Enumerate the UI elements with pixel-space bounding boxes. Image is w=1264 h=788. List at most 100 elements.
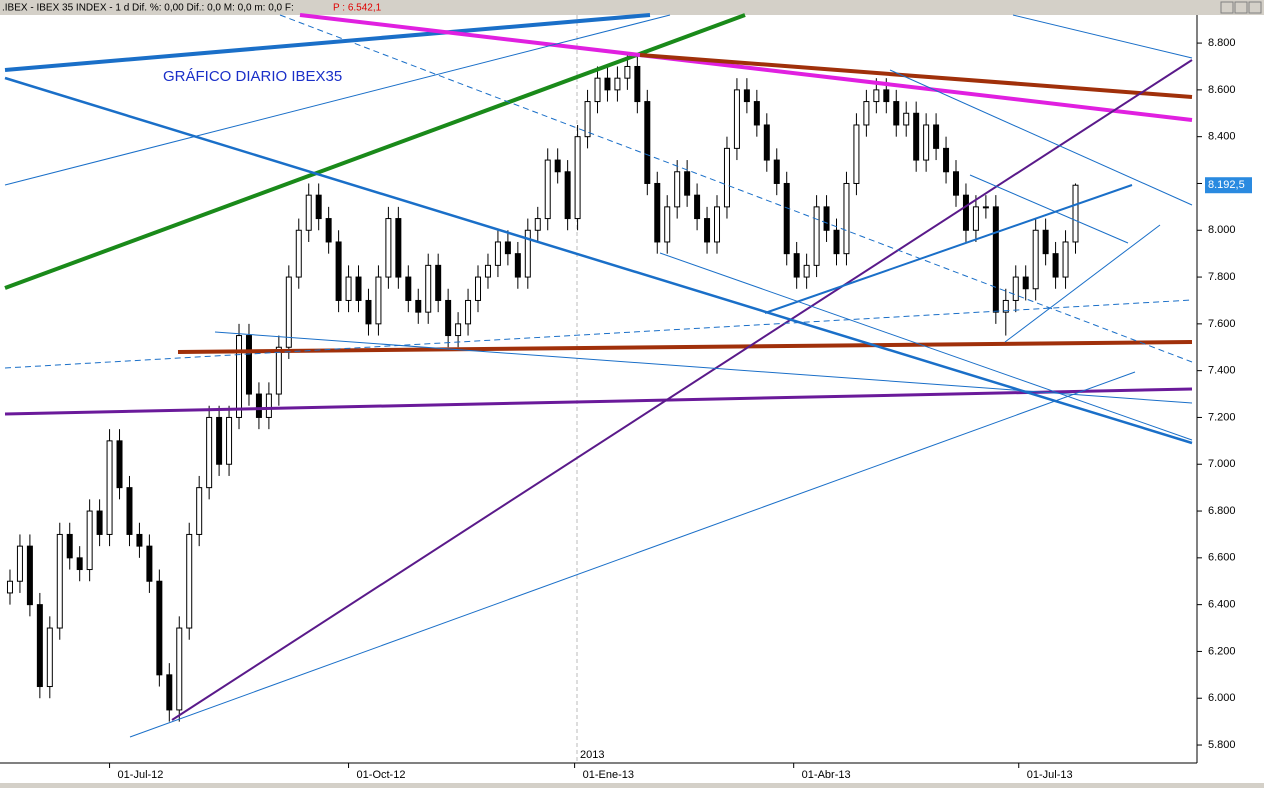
- y-tick-label: 8.800: [1208, 37, 1236, 49]
- minimize-button[interactable]: [1220, 1, 1234, 14]
- candle-body: [953, 171, 960, 196]
- candle-body: [136, 533, 143, 547]
- candle-body: [1062, 241, 1069, 278]
- candle-body: [56, 533, 63, 629]
- candle-body: [594, 77, 601, 103]
- y-tick-label: 6.800: [1208, 505, 1236, 517]
- title-bar: [0, 0, 1264, 15]
- candle-body: [494, 241, 501, 266]
- trend-line: [129, 371, 1136, 738]
- candle-body: [723, 147, 730, 208]
- candle-body: [893, 101, 900, 126]
- candle-body: [843, 182, 850, 255]
- x-tick-label: 01-Jul-12: [118, 769, 164, 781]
- y-tick-label: 8.000: [1208, 224, 1236, 236]
- header-price: P : 6.542,1: [333, 3, 382, 14]
- x-tick-label: 01-Abr-13: [802, 769, 851, 781]
- x-tick-label: 01-Ene-13: [583, 769, 634, 781]
- candle-body: [903, 112, 910, 126]
- y-tick-label: 5.800: [1208, 739, 1236, 751]
- candle-body: [166, 674, 173, 711]
- candle-body: [833, 229, 840, 255]
- x-tick-label: 01-Jul-13: [1027, 769, 1073, 781]
- candle-body: [86, 510, 93, 571]
- y-tick-label: 7.200: [1208, 411, 1236, 423]
- close-button[interactable]: [1248, 1, 1262, 14]
- maximize-button[interactable]: [1234, 1, 1248, 14]
- candle-body: [873, 89, 880, 103]
- y-tick-label: 7.800: [1208, 271, 1236, 283]
- trend-line: [4, 76, 1193, 445]
- candle-body: [116, 440, 123, 489]
- candle-body: [554, 159, 561, 173]
- candle-body: [1052, 253, 1059, 278]
- trend-line: [969, 174, 1129, 244]
- candle-body: [255, 393, 262, 418]
- candle-body: [654, 182, 661, 243]
- candle-body: [345, 276, 352, 301]
- candle-body: [913, 112, 920, 161]
- trend-line: [1004, 224, 1161, 343]
- candle-body: [674, 171, 681, 208]
- trend-line: [659, 252, 1193, 441]
- candle-body: [76, 557, 83, 571]
- y-tick-label: 7.400: [1208, 365, 1236, 377]
- candle-body: [26, 545, 33, 606]
- window-buttons: [1220, 1, 1262, 14]
- candle-body: [803, 264, 810, 278]
- candle-body: [644, 101, 651, 184]
- candle-body: [504, 241, 511, 255]
- last-price-box: [1205, 177, 1252, 194]
- candle-body: [783, 182, 790, 255]
- candle-body: [226, 416, 233, 465]
- trend-line: [1012, 14, 1193, 59]
- candle-body: [883, 89, 890, 103]
- candle-body: [604, 77, 611, 91]
- y-tick-label: 8.600: [1208, 84, 1236, 96]
- trend-lines: [4, 13, 1193, 738]
- chart-title: GRÁFICO DIARIO IBEX35: [163, 68, 342, 85]
- trend-line: [764, 184, 1133, 314]
- candle-body: [96, 510, 103, 535]
- candle-body: [793, 253, 800, 278]
- candle-body: [773, 159, 780, 184]
- candle-body: [972, 206, 979, 231]
- candle-body: [634, 65, 641, 103]
- trend-line: [171, 59, 1193, 721]
- candle-body: [694, 194, 701, 220]
- candle-body: [1012, 276, 1019, 301]
- candle-body: [823, 206, 830, 231]
- candle-body: [46, 627, 53, 688]
- trend-line: [889, 69, 1193, 206]
- candle-body: [16, 545, 23, 582]
- candle-body: [455, 323, 462, 337]
- candle-body: [415, 299, 422, 313]
- candle-body: [275, 346, 282, 395]
- candle-body: [923, 124, 930, 161]
- candle-body: [305, 194, 312, 231]
- candle-body: [733, 89, 740, 149]
- candle-body: [534, 218, 541, 231]
- candle-body: [544, 159, 551, 220]
- candle-body: [1002, 299, 1009, 313]
- candle-body: [743, 89, 750, 103]
- y-tick-label: 6.400: [1208, 599, 1236, 611]
- candle-body: [395, 218, 402, 278]
- candle-body: [813, 206, 820, 266]
- candle-body: [355, 276, 362, 301]
- year-label: 2013: [580, 749, 604, 761]
- candle-body: [614, 77, 621, 91]
- candle-body: [405, 276, 412, 301]
- candle-body: [624, 65, 631, 79]
- candle-body: [236, 335, 243, 418]
- candle-body: [335, 241, 342, 301]
- candle-body: [574, 136, 581, 220]
- y-tick-label: 6.600: [1208, 552, 1236, 564]
- trend-line: [4, 13, 651, 72]
- candle-body: [365, 299, 372, 325]
- candle-body: [962, 194, 969, 231]
- candle-body: [524, 229, 531, 278]
- candle-body: [206, 416, 213, 489]
- candle-body: [684, 171, 691, 196]
- candle-body: [704, 218, 711, 243]
